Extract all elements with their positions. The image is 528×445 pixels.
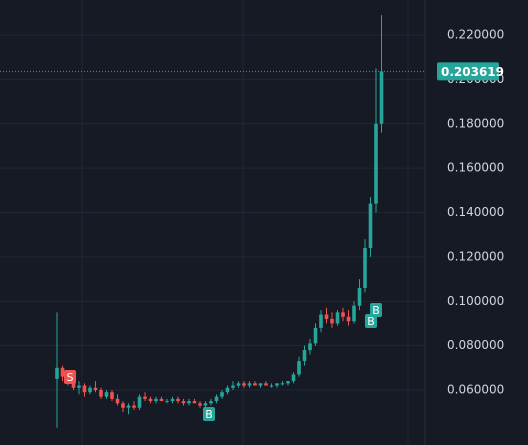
candle-body (379, 71, 384, 124)
candle-body (60, 367, 65, 377)
candle-body (269, 385, 274, 387)
candle-body (253, 383, 257, 386)
y-tick-label: 0.100000 (447, 294, 504, 308)
candle-body (313, 327, 318, 344)
y-tick-label: 0.120000 (447, 249, 504, 263)
trade-marker (365, 314, 377, 328)
y-tick-label: 0.160000 (447, 161, 504, 175)
candle-body (247, 383, 252, 386)
candle-body (159, 398, 164, 402)
trade-marker-label: S (67, 371, 74, 384)
candle-body (280, 383, 285, 385)
candle-body (236, 383, 241, 386)
candle-body (82, 385, 87, 393)
candle-body (154, 398, 158, 402)
candle-body (308, 343, 312, 351)
trade-marker (64, 370, 76, 384)
candle-body (363, 248, 367, 288)
candle-body (297, 361, 301, 375)
candle-body (264, 383, 268, 386)
trade-marker-label: B (367, 315, 375, 328)
candle-body (225, 387, 230, 393)
candle-body (55, 367, 59, 379)
candle-body (165, 401, 169, 403)
last-price-box (437, 62, 499, 81)
candle-body (115, 398, 120, 404)
candle-body (187, 401, 191, 404)
candle-body (170, 398, 175, 402)
candle-body (258, 383, 263, 386)
candle-body (368, 203, 373, 249)
candle-body (104, 392, 109, 397)
candle-body (71, 383, 76, 388)
candle-body (214, 396, 219, 402)
candle-body (346, 316, 351, 322)
y-tick-label: 0.080000 (447, 338, 504, 352)
candle-body (88, 387, 92, 393)
candle-body (198, 403, 202, 406)
candle-body (192, 401, 197, 404)
y-tick-label: 0.220000 (447, 28, 504, 42)
candle-body (209, 401, 213, 404)
candle-body (374, 123, 378, 204)
candle-body (357, 287, 362, 306)
candle-body (341, 312, 345, 317)
candle-body (132, 405, 136, 408)
trade-marker (370, 303, 382, 317)
y-tick-label: 0.180000 (447, 116, 504, 130)
candle-body (324, 314, 329, 319)
candle-body (330, 318, 334, 324)
candle-body (242, 383, 246, 386)
trade-marker-label: B (372, 304, 380, 317)
candle-body (275, 383, 279, 386)
candle-body (143, 396, 147, 399)
candle-body (148, 398, 153, 402)
candle-body (286, 381, 290, 384)
y-tick-label: 0.060000 (447, 382, 504, 396)
candle-body (99, 389, 103, 397)
candle-body (110, 392, 114, 399)
candle-body (291, 374, 296, 382)
candle-body (319, 314, 323, 328)
y-tick-label: 0.140000 (447, 205, 504, 219)
candle-body (176, 398, 180, 402)
trade-marker-label: B (205, 408, 213, 421)
candle-body (231, 385, 235, 388)
candle-body (93, 387, 98, 390)
candle-body (137, 396, 142, 408)
candle-body (220, 392, 224, 397)
trade-marker (203, 407, 215, 421)
candle-body (203, 403, 208, 406)
candle-body (302, 350, 307, 362)
candle-body (126, 405, 131, 408)
candle-body (335, 312, 340, 324)
candle-body (77, 385, 81, 388)
candle-body (121, 403, 125, 408)
candle-body (181, 401, 186, 404)
candle-body (352, 305, 356, 322)
last-price-label: 0.203619 (441, 65, 504, 79)
